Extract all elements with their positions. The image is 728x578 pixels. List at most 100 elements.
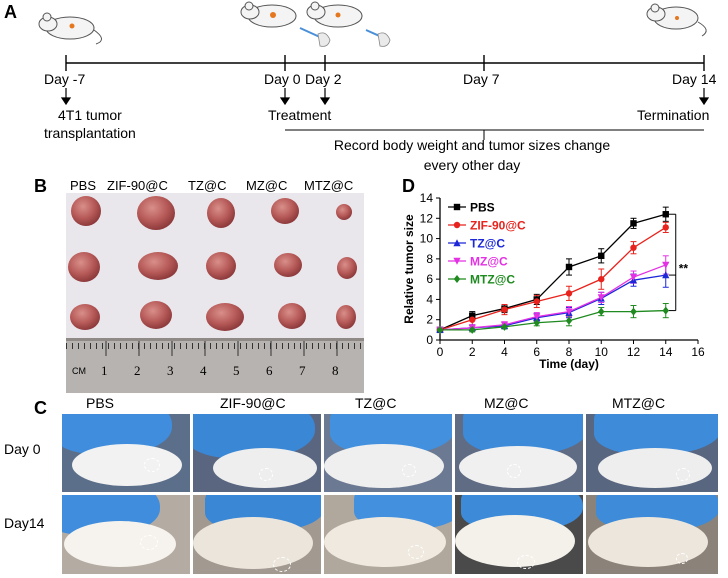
tumor-row-2 [68, 252, 357, 282]
event-transplant-line1: 4T1 tumor [58, 107, 122, 123]
data-point-triangle [662, 271, 670, 279]
significance-marker: ** [679, 261, 689, 275]
mouse-illustration-day-7 [38, 12, 102, 45]
record-text-line2: every other day [423, 157, 521, 173]
timeline-graphic [38, 1, 710, 140]
data-point-diamond [565, 316, 573, 325]
legend-label: MTZ@C [470, 273, 515, 287]
chart-legend: PBS ZIF-90@C TZ@C MZ@C MTZ@C [448, 201, 526, 287]
legend-label: ZIF-90@C [470, 219, 526, 233]
x-axis-label: Time (day) [539, 357, 599, 371]
mouse-photo-mzc-day14 [455, 495, 583, 574]
ruler-unit: CM [72, 366, 86, 376]
y-tick-label: 0 [426, 333, 433, 347]
legend-label: PBS [470, 201, 495, 215]
mouse-group-label-zif90c: ZIF-90@C [220, 395, 286, 411]
y-tick-label: 12 [420, 211, 434, 225]
x-tick-label: 12 [627, 345, 641, 359]
data-point-diamond [533, 318, 540, 327]
mouse-photo-mtzc-day0 [586, 414, 718, 492]
tumor-group-label-mtzc: MTZ@C [304, 178, 354, 193]
y-tick-label: 8 [426, 252, 433, 266]
y-tick-label: 4 [426, 292, 433, 306]
mouse-photo-tzc-day0 [324, 414, 452, 492]
data-point-diamond [501, 322, 508, 331]
x-tick-label: 2 [469, 345, 476, 359]
mouse-illustration-day14 [646, 3, 707, 37]
data-point-square [453, 203, 461, 211]
data-point-diamond [436, 325, 444, 334]
data-point-circle [598, 275, 605, 283]
mouse-illustration-day0 [240, 1, 297, 28]
y-tick-label: 2 [426, 313, 433, 327]
mouse-row-label-day0: Day 0 [4, 441, 41, 457]
ruler-number-4: 4 [200, 363, 207, 378]
data-point-triangle-down [662, 261, 670, 269]
data-point-triangle-down [629, 273, 638, 281]
panel-a-label: A [4, 2, 17, 22]
record-text-line1: Record body weight and tumor sizes chang… [333, 137, 611, 153]
timeline-day0: Day 0 [264, 71, 301, 87]
chart-axes: 0 2 4 6 8 10 12 14 16 0 2 4 6 8 10 12 14 Time (day) Relati… [402, 191, 705, 371]
data-point-square [598, 252, 605, 260]
chart-markers [436, 211, 670, 334]
panel-d-label: D [402, 176, 415, 196]
data-point-square [662, 211, 669, 218]
mouse-photo-grid [62, 414, 724, 574]
data-point-circle [630, 244, 637, 251]
x-tick-label: 16 [691, 345, 705, 359]
timeline-day14: Day 14 [672, 71, 717, 87]
mouse-photo-mzc-day0 [455, 414, 583, 492]
timeline-day7: Day 7 [463, 71, 500, 87]
mouse-group-label-mtzc: MTZ@C [612, 395, 666, 411]
ruler-number-8: 8 [332, 363, 339, 378]
x-tick-label: 10 [595, 345, 609, 359]
data-point-triangle-down [565, 308, 573, 316]
mouse-photo-tzc-day14 [324, 495, 452, 574]
mouse-row-label-day14: Day14 [4, 515, 45, 531]
tumor-group-label-tzc: TZ@C [188, 178, 227, 193]
ruler-number-2: 2 [134, 363, 141, 378]
x-tick-label: 14 [659, 345, 673, 359]
data-point-diamond [662, 306, 669, 315]
legend-label: TZ@C [470, 237, 505, 251]
data-point-diamond [598, 307, 605, 316]
data-point-square [469, 312, 476, 319]
data-point-square [630, 220, 637, 227]
data-point-triangle-down [533, 313, 541, 321]
mouse-photo-mtzc-day14 [586, 495, 718, 574]
x-tick-label: 0 [437, 345, 444, 359]
tumor-size-chart: 0 2 4 6 8 10 12 14 16 0 2 4 6 8 10 12 14 Time (day) Relati… [402, 191, 705, 371]
panel-c-label: C [34, 398, 47, 418]
data-point-circle [565, 290, 573, 297]
tumor-group-label-zif90c: ZIF-90@C [107, 178, 168, 193]
panel-b-label: B [34, 176, 47, 196]
ruler-number-7: 7 [299, 363, 306, 378]
tumor-row-3 [70, 301, 356, 331]
ruler-number-1: 1 [101, 363, 108, 378]
mouse-group-label-tzc: TZ@C [355, 395, 397, 411]
y-axis-label: Relative tumor size [402, 214, 416, 324]
data-point-diamond [469, 325, 476, 334]
data-point-triangle-down [597, 294, 605, 302]
event-transplant-line2: transplantation [44, 125, 136, 141]
event-treatment: Treatment [268, 107, 332, 123]
mouse-illustration-day2 [299, 1, 391, 47]
mouse-group-label-mzc: MZ@C [484, 395, 529, 411]
timeline-day-minus7: Day -7 [44, 71, 86, 87]
series-line-1 [439, 226, 667, 331]
data-point-circle [469, 316, 476, 323]
series-line-0 [439, 213, 666, 331]
data-point-circle [533, 298, 540, 305]
data-point-diamond [630, 307, 637, 316]
data-point-circle [501, 306, 508, 313]
y-tick-label: 14 [420, 191, 434, 205]
data-point-square [565, 263, 573, 271]
y-tick-label: 10 [420, 232, 434, 246]
tumor-row-1 [71, 196, 352, 230]
mouse-photo-zif90c-day0 [193, 414, 321, 492]
data-point-circle [662, 224, 669, 231]
mouse-group-label-pbs: PBS [86, 395, 115, 411]
event-termination: Termination [637, 107, 710, 123]
data-point-triangle-down [453, 257, 461, 265]
